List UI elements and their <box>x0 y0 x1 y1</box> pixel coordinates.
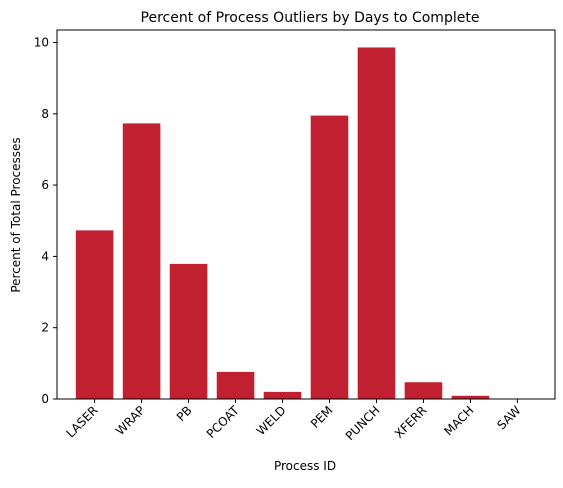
x-axis-label: Process ID <box>274 459 336 473</box>
y-tick-label: 0 <box>41 392 49 406</box>
x-tick-label-pcoat: PCOAT <box>204 403 242 441</box>
x-tick-label-weld: WELD <box>254 403 289 438</box>
bar-pcoat <box>216 371 255 399</box>
bar-xferr <box>404 382 443 399</box>
bar-pb <box>169 263 208 399</box>
x-tick-label-saw: SAW <box>494 403 523 432</box>
x-tick-label-wrap: WRAP <box>113 403 148 438</box>
bar-weld <box>263 391 302 399</box>
bar-punch <box>357 47 396 399</box>
y-axis-label: Percent of Total Processes <box>9 137 23 292</box>
y-axis: 0 2 4 6 8 10 <box>34 35 57 406</box>
x-axis: LASER WRAP PB PCOAT WELD PEM PUNCH XFERR MACH SAW <box>63 399 524 443</box>
bar-wrap <box>122 123 161 400</box>
x-tick-label-laser: LASER <box>63 403 100 440</box>
x-tick-label-pb: PB <box>174 403 195 424</box>
bar-pem <box>310 115 349 399</box>
x-tick-label-punch: PUNCH <box>343 403 383 443</box>
bars-group <box>75 47 490 400</box>
y-tick-label: 8 <box>41 107 49 121</box>
x-tick-label-xferr: XFERR <box>392 403 430 441</box>
y-tick-label: 2 <box>41 321 49 335</box>
y-tick-label: 10 <box>34 35 49 49</box>
chart-title: Percent of Process Outliers by Days to C… <box>141 10 480 26</box>
y-tick-label: 4 <box>41 249 49 263</box>
plot-frame <box>56 29 556 400</box>
x-tick-label-pem: PEM <box>308 403 336 431</box>
bar-laser <box>75 230 114 399</box>
y-tick-label: 6 <box>41 178 49 192</box>
bar-mach <box>451 395 490 399</box>
x-tick-label-mach: MACH <box>441 403 476 438</box>
